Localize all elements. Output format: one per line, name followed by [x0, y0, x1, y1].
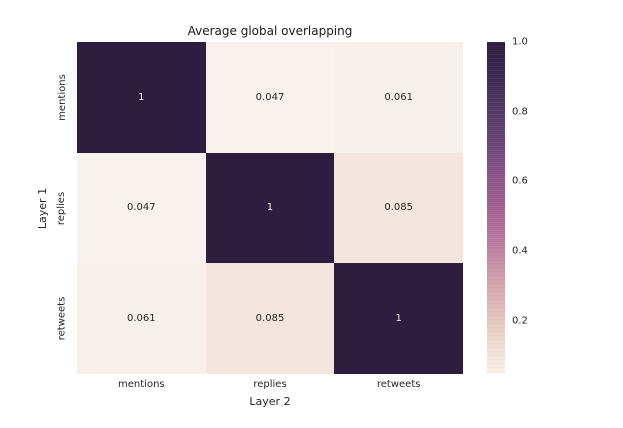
colorbar-tick-1.0: 1.0 — [512, 36, 528, 48]
heatmap-cell-replies-retweets: 0.085 — [334, 152, 463, 264]
cell-value: 0.085 — [384, 202, 413, 214]
heatmap-cell-retweets-mentions: 0.061 — [77, 263, 206, 374]
heatmap-grid: 1 0.047 0.061 0.047 1 0.085 0.061 0.085 1 — [77, 42, 463, 374]
y-tick-label: mentions — [56, 74, 68, 121]
colorbar-stripes — [487, 42, 505, 374]
heatmap-cell-mentions-mentions: 1 — [77, 42, 206, 153]
cell-value: 0.061 — [384, 91, 413, 103]
y-tick-mentions: mentions — [55, 42, 69, 153]
cell-value: 0.047 — [127, 202, 156, 214]
y-axis-label-text: Layer 1 — [36, 187, 50, 229]
y-tick-label: retweets — [56, 296, 68, 341]
cell-value: 1 — [138, 91, 145, 103]
cell-value: 1 — [266, 202, 274, 214]
colorbar-tick-0.6: 0.6 — [512, 175, 528, 187]
x-tick-replies: replies — [253, 379, 287, 390]
x-tick-mentions: mentions — [118, 379, 165, 390]
chart-title: Average global overlapping — [187, 24, 353, 38]
cell-value: 1 — [395, 313, 402, 325]
y-tick-replies: replies — [55, 153, 69, 264]
heatmap-cell-retweets-retweets: 1 — [334, 263, 463, 374]
y-axis-label: Layer 1 — [36, 42, 50, 374]
heatmap-cell-retweets-replies: 0.085 — [205, 263, 335, 374]
heatmap-cell-mentions-retweets: 0.061 — [334, 42, 463, 153]
cell-value: 0.085 — [255, 313, 285, 325]
y-axis-ticks: mentions replies retweets — [55, 42, 69, 374]
y-tick-label: replies — [56, 191, 68, 225]
y-tick-retweets: retweets — [55, 263, 69, 374]
colorbar-tick-0.4: 0.4 — [512, 245, 528, 257]
heatmap-cell-mentions-replies: 0.047 — [205, 42, 335, 153]
colorbar-tick-0.2: 0.2 — [512, 315, 528, 327]
colorbar-tick-0.8: 0.8 — [512, 106, 528, 118]
colorbar-ticks: 1.0 0.8 0.6 0.4 0.2 — [512, 37, 552, 374]
x-axis-ticks: mentions replies retweets — [77, 379, 463, 390]
x-axis-label: Layer 2 — [249, 395, 291, 408]
cell-value: 0.061 — [127, 313, 156, 325]
colorbar — [487, 42, 505, 374]
heatmap-cell-replies-mentions: 0.047 — [77, 152, 206, 264]
x-tick-retweets: retweets — [376, 379, 421, 390]
cell-value: 0.047 — [255, 91, 285, 103]
heatmap-cell-replies-replies: 1 — [205, 152, 335, 264]
